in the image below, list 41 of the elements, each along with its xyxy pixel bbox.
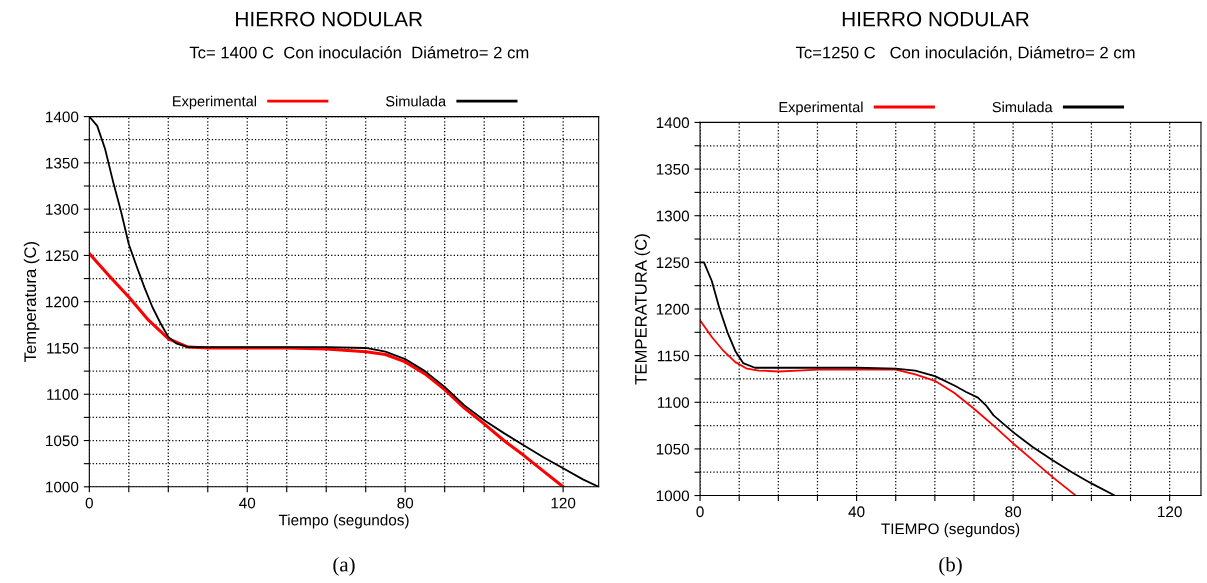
x-axis-title: Tiempo (segundos) — [278, 514, 409, 529]
x-tick-label: 80 — [397, 497, 414, 509]
y-tick-label: 1150 — [47, 342, 79, 354]
y-tick-label: 1000 — [46, 481, 79, 493]
y-tick-label: 1400 — [46, 111, 79, 123]
legend-label: Experimental — [173, 95, 257, 110]
y-tick-label: 1100 — [657, 397, 690, 408]
y-tick-label: 1000 — [656, 490, 690, 502]
y-tick-label: 1250 — [656, 257, 690, 269]
y-tick-label: 1250 — [46, 250, 79, 262]
y-tick-label: 1300 — [46, 204, 79, 215]
y-tick-label: 1350 — [656, 163, 690, 175]
chart-title: HIERRO NODULAR — [236, 11, 423, 27]
text: (b) — [939, 556, 962, 576]
y-tick-label: 1300 — [656, 210, 690, 222]
line-series — [700, 319, 1077, 496]
y-tick-label: 1150 — [657, 350, 690, 362]
y-tick-label: 1200 — [656, 303, 690, 315]
chart-subtitle: Tc= 1400 C Con inoculación Diámetro= 2 cm — [189, 46, 529, 59]
y-tick-label: 1050 — [656, 443, 690, 455]
chart-subtitle: Tc=1250 C Con inoculación, Diámetro= 2 cm — [795, 46, 1135, 61]
y-tick-label: 1200 — [46, 296, 79, 308]
y-tick-label: 1350 — [46, 157, 79, 169]
x-tick-label: 80 — [1005, 506, 1022, 518]
legend-label: Simulada — [992, 101, 1053, 113]
y-tick-label: 1100 — [47, 389, 79, 400]
x-axis-title: TIEMPO (segundos) — [881, 522, 1020, 538]
x-tick-label: 0 — [85, 497, 93, 509]
x-tick-label: 0 — [696, 506, 704, 518]
x-tick-label: 40 — [848, 506, 865, 518]
x-tick-label: 40 — [239, 497, 256, 509]
y-axis-title: Temperatura (C) — [23, 242, 40, 362]
chart-title: HIERRO NODULAR — [842, 11, 1029, 27]
legend-label: Simulada — [385, 95, 447, 107]
x-tick-label: 120 — [1158, 506, 1182, 518]
text: (a) — [333, 556, 355, 576]
legend-label: Experimental — [779, 101, 863, 116]
x-tick-label: 120 — [551, 497, 576, 509]
y-tick-label: 1400 — [656, 117, 690, 129]
y-tick-label: 1050 — [46, 435, 79, 447]
y-axis-title: TEMPERATURA (C) — [634, 234, 651, 385]
